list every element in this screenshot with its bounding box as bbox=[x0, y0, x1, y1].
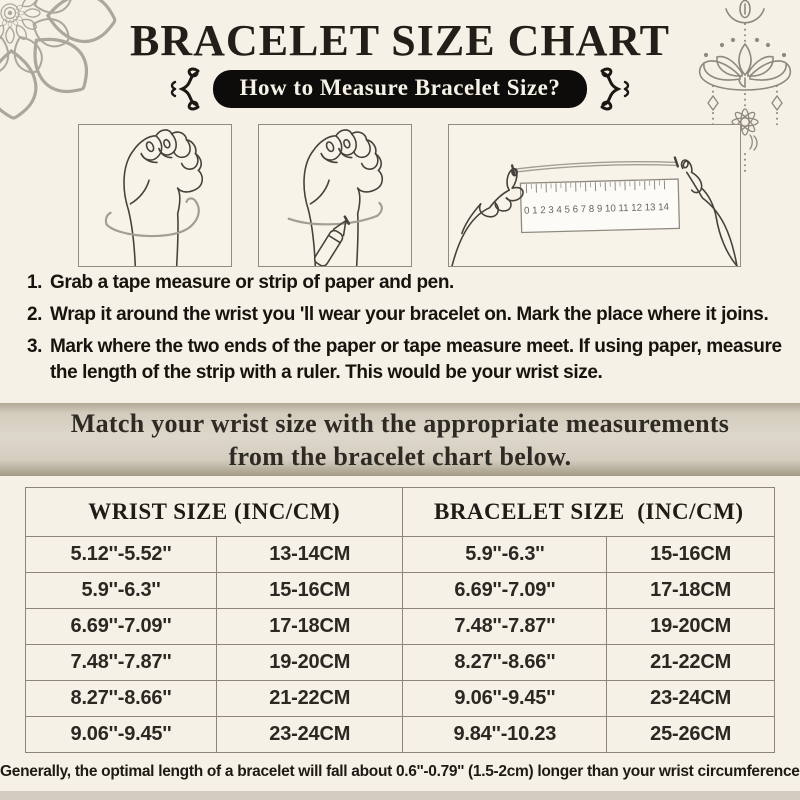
bracelet-inch-cell: 9.06''-9.45'' bbox=[402, 680, 608, 717]
ruler-numbers: 0 1 2 3 4 5 6 7 8 9 10 11 12 13 14 bbox=[524, 202, 670, 217]
step-number: 2. bbox=[27, 304, 43, 325]
table-header-row: WRIST SIZE (INC/CM) BRACELET SIZE (INC/C… bbox=[24, 487, 775, 537]
step-number: 1. bbox=[27, 272, 43, 293]
wrist-cm-cell: 23-24CM bbox=[215, 716, 404, 753]
step-item-2: 2. Wrap it around the wrist you 'll wear… bbox=[27, 302, 789, 328]
bracelet-cm-cell: 23-24CM bbox=[606, 680, 775, 717]
illustration-mark-pen bbox=[258, 124, 412, 267]
table-row: 6.69''-7.09'' 17-18CM 7.48''-7.87'' 19-2… bbox=[25, 608, 775, 645]
wrist-inch-cell: 5.9''-6.3'' bbox=[25, 572, 217, 609]
table-row: 7.48''-7.87'' 19-20CM 8.27''-8.66'' 21-2… bbox=[25, 644, 775, 681]
string-loop bbox=[104, 197, 200, 238]
right-hand bbox=[680, 159, 738, 266]
bracelet-cm-cell: 15-16CM bbox=[606, 536, 775, 573]
wrist-cm-cell: 17-18CM bbox=[215, 608, 404, 645]
steps-list: 1. Grab a tape measure or strip of paper… bbox=[27, 270, 789, 392]
flourish-right-icon bbox=[600, 67, 630, 111]
footer-note: Generally, the optimal length of a brace… bbox=[0, 763, 800, 780]
fist-with-string-icon bbox=[104, 129, 204, 266]
illustration-ruler-measure: 0 1 2 3 4 5 6 7 8 9 10 11 12 13 14 bbox=[448, 124, 741, 267]
string-line bbox=[287, 201, 383, 226]
wrist-cm-cell: 13-14CM bbox=[215, 536, 404, 573]
table-row: 5.12''-5.52'' 13-14CM 5.9''-6.3'' 15-16C… bbox=[25, 536, 775, 573]
bracelet-inch-cell: 9.84''-10.23 bbox=[402, 716, 608, 753]
illustration-wrap-string bbox=[78, 124, 232, 267]
wrist-cm-cell: 21-22CM bbox=[215, 680, 404, 717]
hands-ruler-icon: 0 1 2 3 4 5 6 7 8 9 10 11 12 13 14 bbox=[451, 156, 738, 266]
marker-pen-icon bbox=[313, 218, 347, 266]
step-text: Grab a tape measure or strip of paper an… bbox=[50, 272, 454, 293]
bracelet-inch-cell: 8.27''-8.66'' bbox=[402, 644, 608, 681]
wrist-inch-cell: 7.48''-7.87'' bbox=[25, 644, 217, 681]
subtitle-row: How to Measure Bracelet Size? bbox=[0, 67, 800, 111]
bracelet-inch-cell: 6.69''-7.09'' bbox=[402, 572, 608, 609]
step-item-1: 1. Grab a tape measure or strip of paper… bbox=[27, 270, 789, 296]
string-strip bbox=[513, 161, 677, 174]
lotus-hanging-ornament-icon bbox=[698, 0, 792, 173]
wrist-inch-cell: 5.12''-5.52'' bbox=[25, 536, 217, 573]
wrist-inch-cell: 8.27''-8.66'' bbox=[25, 680, 217, 717]
step-number: 3. bbox=[27, 336, 43, 357]
mandala-flower-icon bbox=[0, 0, 118, 121]
bracelet-cm-cell: 19-20CM bbox=[606, 608, 775, 645]
bracelet-cm-cell: 21-22CM bbox=[606, 644, 775, 681]
bracelet-size-header: BRACELET SIZE (INC/CM) bbox=[402, 487, 775, 537]
page-title: BRACELET SIZE CHART bbox=[130, 16, 670, 65]
flourish-left-icon bbox=[170, 67, 200, 111]
bracelet-inch-cell: 5.9''-6.3'' bbox=[402, 536, 608, 573]
wrist-inch-cell: 6.69''-7.09'' bbox=[25, 608, 217, 645]
step-item-3: 3. Mark where the two ends of the paper … bbox=[27, 334, 789, 386]
left-hand bbox=[451, 167, 524, 266]
bracelet-cm-cell: 25-26CM bbox=[606, 716, 775, 753]
match-banner: Match your wrist size with the appropria… bbox=[0, 403, 800, 476]
table-row: 9.06''-9.45'' 23-24CM 9.84''-10.23 25-26… bbox=[25, 716, 775, 753]
table-row: 5.9''-6.3'' 15-16CM 6.69''-7.09'' 17-18C… bbox=[25, 572, 775, 609]
banner-text: Match your wrist size with the appropria… bbox=[70, 408, 730, 471]
wrist-size-header: WRIST SIZE (INC/CM) bbox=[24, 487, 404, 537]
bracelet-inch-cell: 7.48''-7.87'' bbox=[402, 608, 608, 645]
pen-mark bbox=[343, 215, 351, 225]
wrist-inch-cell: 9.06''-9.45'' bbox=[25, 716, 217, 753]
wrist-cm-cell: 15-16CM bbox=[215, 572, 404, 609]
table-row: 8.27''-8.66'' 21-22CM 9.06''-9.45'' 23-2… bbox=[25, 680, 775, 717]
section-pill: How to Measure Bracelet Size? bbox=[212, 70, 588, 108]
bracelet-cm-cell: 17-18CM bbox=[606, 572, 775, 609]
wrist-cm-cell: 19-20CM bbox=[215, 644, 404, 681]
step-text: Wrap it around the wrist you 'll wear yo… bbox=[50, 304, 769, 325]
bottom-edge-strip bbox=[0, 791, 800, 800]
fist-with-pen-icon bbox=[287, 129, 384, 266]
ruler-icon: 0 1 2 3 4 5 6 7 8 9 10 11 12 13 14 bbox=[519, 178, 681, 234]
size-table: WRIST SIZE (INC/CM) BRACELET SIZE (INC/C… bbox=[24, 487, 775, 753]
step-text: Mark where the two ends of the paper or … bbox=[50, 336, 782, 383]
